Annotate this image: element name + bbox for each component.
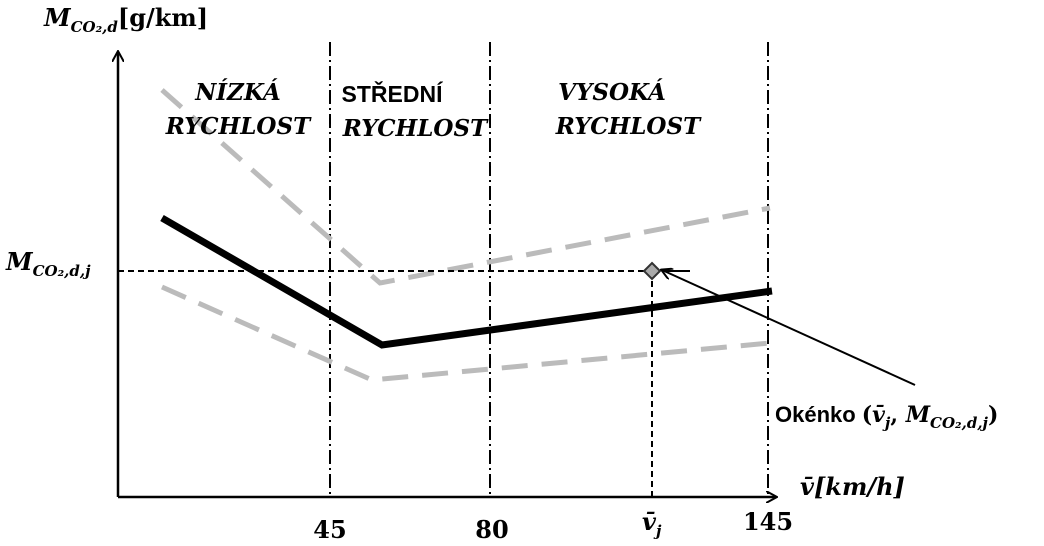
symbol: M [43,3,72,32]
separator: , [890,402,905,428]
x-tick-label: 45 [313,515,346,544]
x-tick-label: 80 [475,515,508,544]
symbol: v̄ [800,472,815,501]
x-subscript: j [882,414,891,432]
y-subscript: CO₂,d,j [930,414,989,432]
x-tick-label: 145 [743,507,793,536]
lower-bound [160,284,771,383]
v-marker-label: v̄j [642,507,662,540]
subscript: CO₂,d [71,18,119,36]
emission-curve [160,214,773,349]
zone-label: RYCHLOST [342,115,489,142]
unit: [g/km] [118,3,208,32]
y-symbol: M [905,402,931,428]
subscript: CO₂,d,j [33,262,92,280]
upper-bound [160,88,771,286]
subscript: j [653,522,662,540]
paren: ( [862,402,872,428]
annotation-arrow [662,270,916,386]
m-marker-label: MCO₂,d,j [5,247,91,280]
zone-label: VYSOKÁ [558,79,666,106]
window-point [642,261,662,281]
annotation: Okénko (v̄j, MCO₂,d,j) [775,402,998,432]
unit: [km/h] [814,472,905,501]
zone-label: RYCHLOST [555,113,702,140]
zone-label: STŘEDNÍ [342,80,444,107]
zone-label: RYCHLOST [165,113,312,140]
zone-separators [329,42,769,497]
paren: ) [988,402,998,428]
symbol: v̄ [642,507,657,536]
zone-label: NÍZKÁ [194,79,280,106]
annotation-label: Okénko [775,402,856,427]
x-symbol: v̄ [872,402,885,428]
y-axis-label: MCO₂,d[g/km] [43,3,208,36]
symbol: M [5,247,34,276]
x-axis-label: v̄[km/h] [800,472,905,501]
